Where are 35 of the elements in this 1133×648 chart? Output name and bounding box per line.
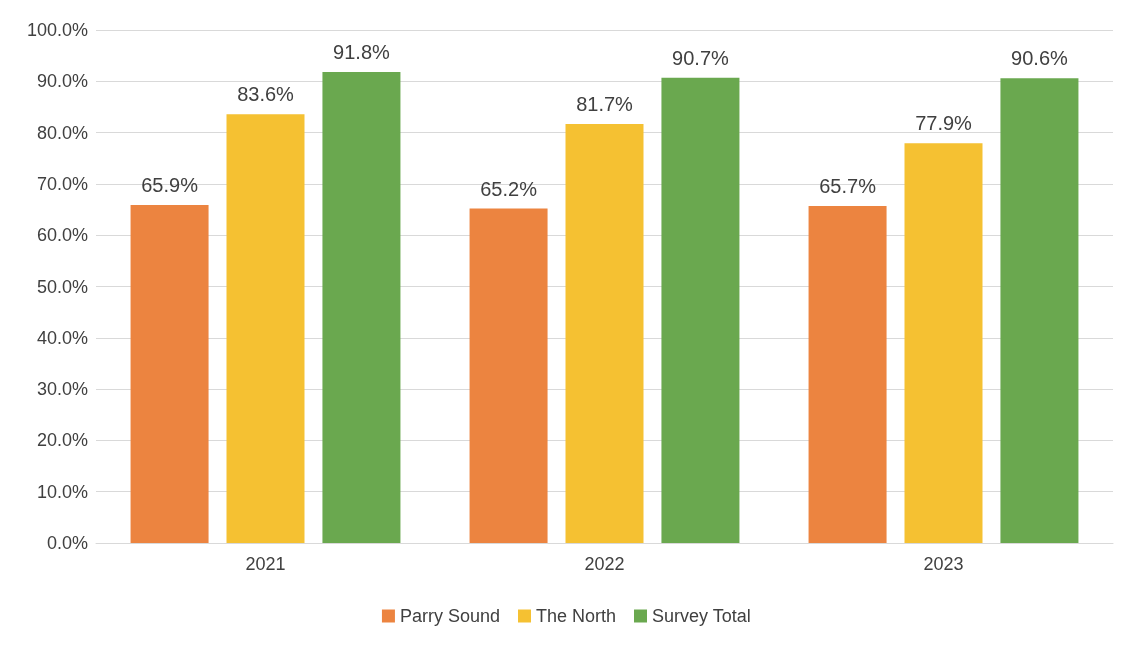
data-label: 90.7% — [672, 46, 730, 69]
bar — [322, 72, 401, 543]
y-tick-label: 50.0% — [36, 276, 88, 297]
bar — [226, 114, 305, 543]
bar — [1000, 78, 1079, 543]
bar — [469, 208, 548, 543]
y-tick-label: 60.0% — [36, 225, 88, 246]
data-label: 65.2% — [480, 177, 538, 200]
data-label: 83.6% — [237, 83, 295, 106]
y-tick-label: 40.0% — [36, 327, 88, 348]
x-tick-label: 2023 — [923, 554, 964, 574]
bar — [661, 77, 740, 543]
legend-label: Parry Sound — [399, 606, 500, 626]
bar — [808, 205, 887, 543]
data-label: 90.6% — [1011, 47, 1069, 70]
x-tick-label: 2022 — [584, 554, 625, 574]
y-tick-label: 0.0% — [46, 533, 88, 553]
legend-label: Survey Total — [652, 606, 751, 626]
y-tick-label: 80.0% — [36, 122, 88, 143]
y-tick-label: 30.0% — [36, 379, 88, 400]
bar — [130, 204, 209, 543]
y-tick-label: 70.0% — [36, 173, 88, 194]
x-tick-label: 2021 — [245, 554, 286, 574]
legend-label: The North — [535, 606, 617, 626]
y-tick-label: 10.0% — [36, 481, 88, 502]
y-tick-label: 100.0% — [26, 20, 88, 40]
y-tick-label: 20.0% — [36, 430, 88, 451]
bar — [565, 123, 644, 543]
data-label: 81.7% — [576, 92, 634, 115]
data-label: 65.7% — [819, 174, 877, 197]
data-label: 65.9% — [141, 173, 199, 196]
y-tick-label: 90.0% — [36, 71, 88, 92]
bar — [904, 143, 983, 543]
data-label: 91.8% — [333, 41, 391, 64]
data-label: 77.9% — [915, 112, 973, 135]
